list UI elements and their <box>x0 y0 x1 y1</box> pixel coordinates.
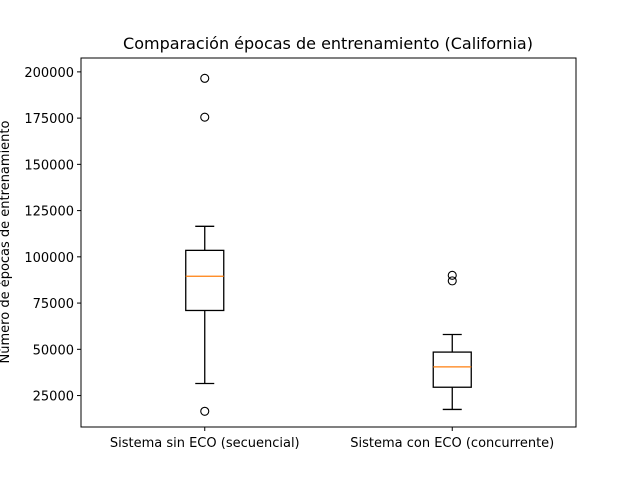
outlier-point <box>200 406 210 416</box>
y-tick-label: 100000 <box>24 251 74 266</box>
y-tick-label: 175000 <box>24 112 74 127</box>
y-tick-label: 125000 <box>24 205 74 220</box>
iqr-box <box>432 351 472 388</box>
iqr-box <box>185 249 225 312</box>
box-group <box>432 270 472 411</box>
y-axis-label: Número de épocas de entrenamiento <box>0 120 13 363</box>
y-tick-label: 200000 <box>24 66 74 81</box>
y-tick-label: 50000 <box>33 343 74 358</box>
outlier-point <box>200 112 210 122</box>
x-tick-label: Sistema sin ECO (secuencial) <box>110 436 300 451</box>
box-group <box>185 73 225 416</box>
x-tick-label: Sistema con ECO (concurrente) <box>350 436 554 451</box>
plot-area: Sistema sin ECO (secuencial) Sistema con … <box>24 57 577 451</box>
chart-title: Comparación épocas de entrenamiento (Cal… <box>123 34 533 53</box>
outlier-point <box>200 73 210 83</box>
y-tick-label: 150000 <box>24 158 74 173</box>
axes-frame <box>80 57 577 428</box>
outlier-point <box>447 276 457 286</box>
outlier-point <box>447 270 457 280</box>
y-tick-label: 75000 <box>33 297 74 312</box>
y-tick-label: 25000 <box>33 390 74 405</box>
